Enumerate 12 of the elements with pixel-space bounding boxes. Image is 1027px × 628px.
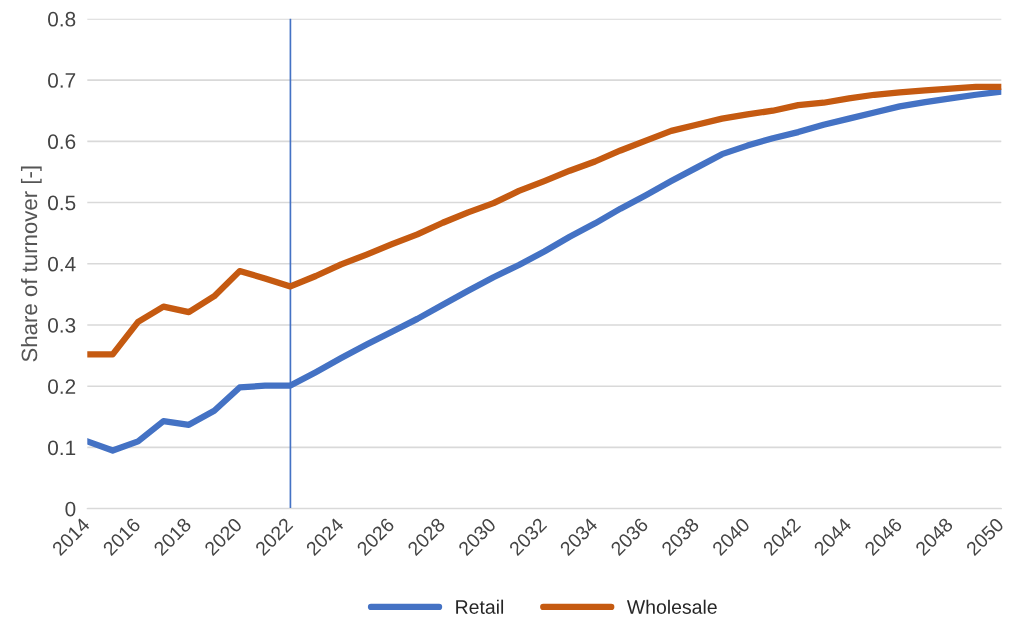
y-tick-label: 0.4 bbox=[48, 256, 76, 272]
y-tick-label: 0.2 bbox=[48, 379, 76, 394]
y-axis-title: Share of turnover [-] bbox=[20, 166, 42, 362]
legend-label: Retail bbox=[456, 599, 504, 614]
legend-label: Wholesale bbox=[626, 599, 717, 614]
y-tick-label: 0.8 bbox=[48, 11, 76, 27]
y-tick-label: 0.6 bbox=[48, 134, 76, 150]
y-tick-label: 0 bbox=[65, 501, 76, 517]
y-tick-label: 0.1 bbox=[48, 440, 76, 456]
y-tick-label: 0.7 bbox=[48, 73, 76, 88]
y-tick-label: 0.5 bbox=[48, 195, 76, 211]
y-tick-label: 0.3 bbox=[48, 317, 76, 333]
